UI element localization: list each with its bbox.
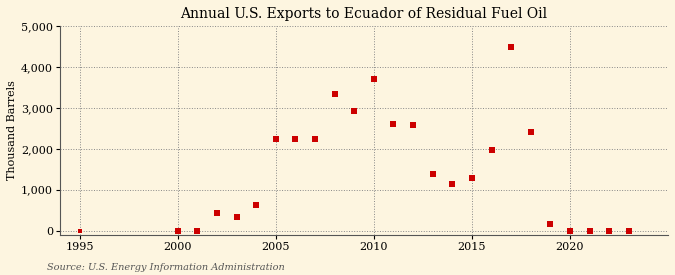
Point: [172, 228, 183, 233]
Point: [329, 92, 340, 96]
Point: [349, 109, 360, 114]
Point: [310, 136, 321, 141]
Point: [369, 77, 379, 82]
Point: [388, 121, 399, 126]
Point: [231, 215, 242, 220]
Point: [584, 228, 595, 233]
Point: [525, 130, 536, 134]
Point: [506, 45, 516, 49]
Point: [466, 176, 477, 180]
Point: [486, 148, 497, 152]
Point: [604, 228, 615, 233]
Point: [74, 228, 85, 233]
Point: [192, 228, 202, 233]
Point: [545, 221, 556, 226]
Text: Source: U.S. Energy Information Administration: Source: U.S. Energy Information Administ…: [47, 263, 285, 272]
Point: [624, 228, 634, 233]
Point: [447, 182, 458, 186]
Point: [290, 136, 301, 141]
Point: [427, 172, 438, 176]
Y-axis label: Thousand Barrels: Thousand Barrels: [7, 81, 17, 180]
Point: [211, 211, 222, 215]
Point: [271, 136, 281, 141]
Point: [172, 228, 183, 233]
Point: [564, 228, 575, 233]
Point: [408, 123, 418, 127]
Point: [251, 203, 262, 207]
Title: Annual U.S. Exports to Ecuador of Residual Fuel Oil: Annual U.S. Exports to Ecuador of Residu…: [180, 7, 547, 21]
Point: [192, 228, 202, 233]
